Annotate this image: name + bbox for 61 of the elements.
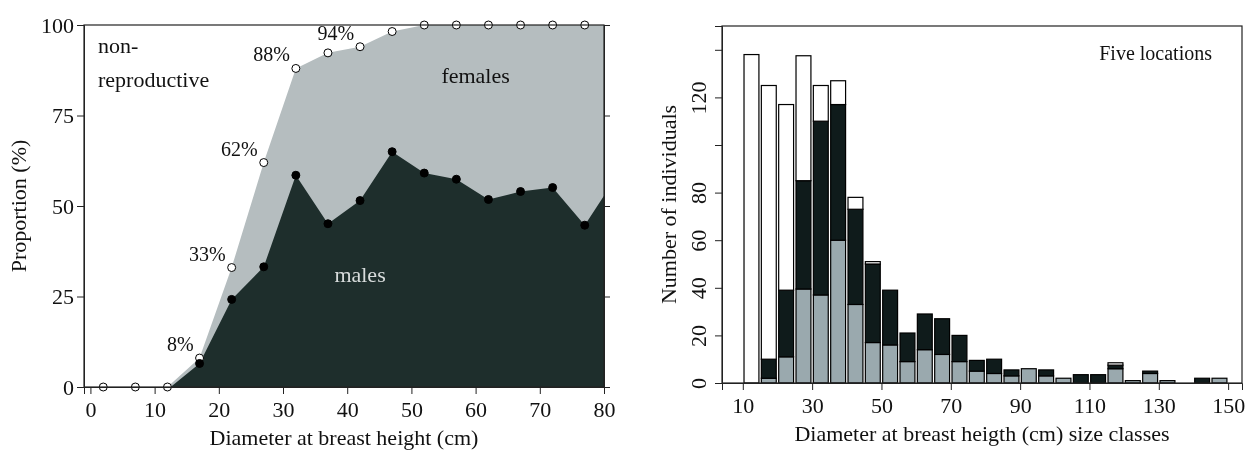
annotation: non-reproductive (98, 33, 210, 93)
x-tick-label: 50 (400, 396, 423, 422)
point (451, 174, 461, 184)
series-label: females (441, 62, 510, 88)
series-label: males (334, 262, 386, 288)
y-tick-label: 40 (686, 277, 712, 300)
x-axis-title: Diameter at breast height (cm) (209, 425, 479, 450)
point (483, 195, 493, 204)
point (291, 63, 301, 73)
y-tick-label: 0 (63, 374, 74, 400)
x-tick-label: 50 (870, 392, 893, 418)
data-label: 94% (317, 21, 355, 44)
data-label: 8% (166, 333, 194, 356)
x-tick-label: 110 (1073, 392, 1107, 418)
y-axis-title: Proportion (%) (6, 139, 31, 273)
point (259, 158, 269, 168)
y-tick-label: 20 (686, 324, 712, 347)
y-tick-label: 0 (686, 378, 712, 389)
data-label: 88% (253, 43, 290, 66)
x-tick-label: 30 (801, 392, 824, 418)
y-tick-label: 60 (686, 229, 712, 252)
x-tick-label: 60 (465, 396, 488, 422)
x-axis-title: Diameter at breast heigth (cm) size classes (794, 421, 1170, 446)
y-tick-label: 25 (52, 284, 74, 310)
x-tick-label: 40 (336, 396, 359, 422)
y-axis-title: Number of individuals (656, 104, 681, 305)
point (387, 27, 397, 36)
point (355, 196, 365, 206)
x-tick-label: 130 (1142, 392, 1176, 418)
y-tick-label: 75 (52, 103, 74, 129)
y-tick-label: 100 (41, 12, 74, 38)
data-label: 33% (188, 242, 226, 265)
point (259, 262, 269, 272)
x-tick-label: 10 (144, 396, 167, 422)
y-tick-label: 80 (686, 182, 712, 205)
point (419, 168, 429, 178)
point (227, 294, 237, 304)
bar (1107, 362, 1124, 366)
y-tick-label: 120 (686, 81, 712, 115)
point (227, 263, 237, 273)
point (323, 48, 333, 58)
x-tick-label: 30 (272, 396, 295, 422)
x-tick-label: 70 (940, 392, 963, 418)
point (580, 220, 590, 230)
x-tick-label: 0 (85, 396, 97, 422)
x-tick-label: 70 (529, 396, 552, 422)
x-tick-label: 10 (732, 392, 755, 418)
point (323, 219, 333, 229)
point (195, 358, 205, 368)
data-label: 62% (221, 137, 258, 160)
point (516, 187, 526, 196)
x-tick-label: 20 (208, 396, 231, 422)
point (387, 147, 397, 157)
x-tick-label: 90 (1009, 392, 1032, 418)
x-tick-label: 150 (1212, 392, 1246, 418)
y-tick-label: 50 (52, 193, 74, 219)
point (355, 42, 365, 52)
annotation: Five locations (1099, 42, 1213, 64)
x-tick-label: 80 (593, 396, 616, 422)
point (291, 170, 301, 180)
point (548, 183, 558, 193)
